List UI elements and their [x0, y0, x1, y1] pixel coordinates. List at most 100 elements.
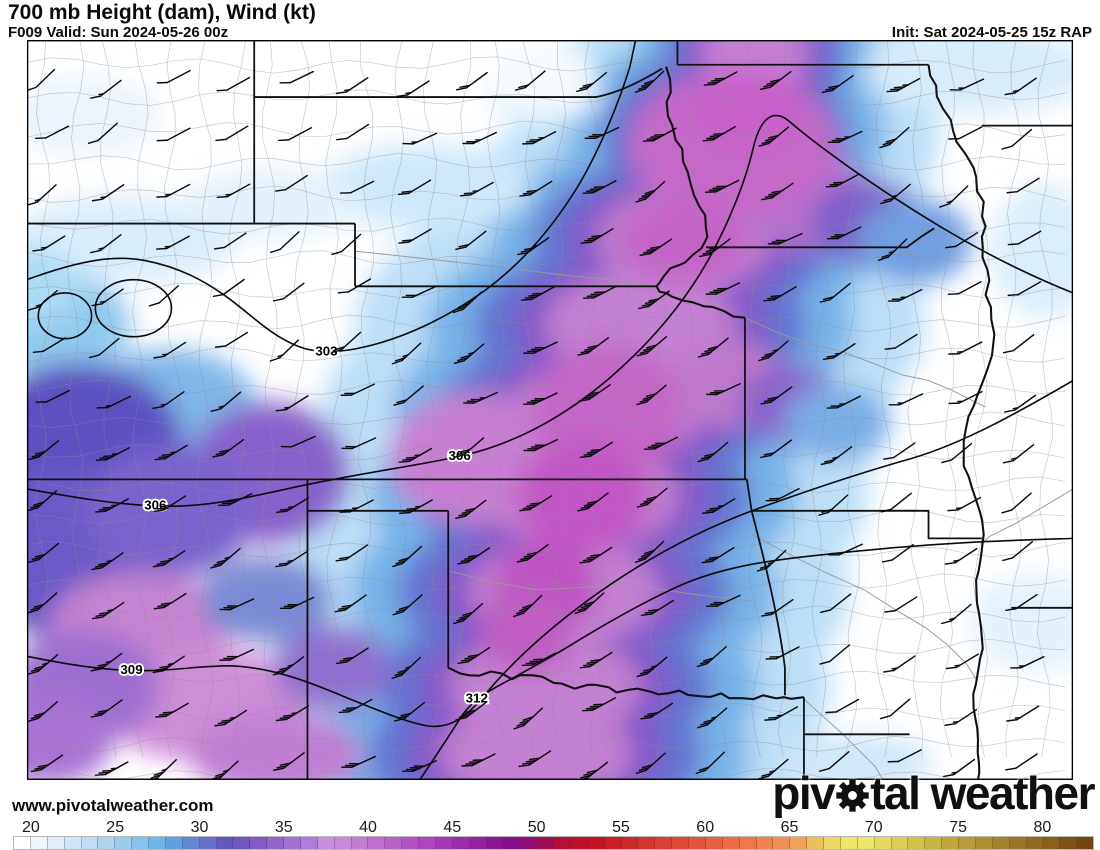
colorbar-tick: 40: [359, 819, 377, 836]
height-contours-layer: [26, 40, 1074, 780]
logo-text-right: tal weather: [870, 767, 1095, 819]
colorbar-segment: [182, 837, 200, 849]
colorbar-segment: [469, 837, 487, 849]
colorbar-segment: [132, 837, 149, 849]
pivotal-weather-logo: piv tal weather: [772, 767, 1095, 819]
colorbar-segment: [199, 837, 217, 849]
page-title: 700 mb Height (dam), Wind (kt): [8, 1, 316, 24]
colorbar-segment: [452, 837, 470, 849]
gear-icon: [836, 778, 869, 812]
colorbar-segment: [621, 837, 639, 849]
colorbar-segment: [30, 837, 48, 849]
colorbar-segment: [64, 837, 82, 849]
colorbar-segment: [857, 837, 875, 849]
colorbar-segment: [874, 837, 892, 849]
colorbar-segment: [385, 837, 403, 849]
colorbar-segment: [824, 837, 841, 849]
colorbar-segment: [98, 837, 116, 849]
colorbar-segment: [638, 837, 656, 849]
colorbar-tick: 65: [780, 819, 799, 836]
colorbar-segment: [672, 837, 689, 849]
colorbar-segment: [722, 837, 740, 849]
colorbar-segment: [790, 837, 808, 849]
colorbar-segment: [317, 837, 335, 849]
contour-label: 312: [466, 691, 488, 706]
colorbar-segment: [891, 837, 909, 849]
colorbar-tick: 50: [527, 819, 546, 836]
colorbar-segment: [908, 837, 926, 849]
colorbar-segment: [300, 837, 318, 849]
watermark: www.pivotalweather.com: [12, 796, 214, 815]
colorbar-segment: [942, 837, 959, 849]
colorbar-gradient: [13, 836, 1094, 850]
colorbar-segment: [334, 837, 352, 849]
colorbar-segment: [975, 837, 993, 849]
state-borders-layer: [26, 40, 1074, 780]
colorbar-segment: [959, 837, 976, 849]
forecast-valid-text: F009 Valid: Sun 2024-05-26 00z: [8, 24, 229, 41]
wind-barbs-layer: [26, 68, 1045, 780]
colorbar-segment: [165, 837, 183, 849]
colorbar-segment: [14, 837, 31, 849]
colorbar-segment: [1043, 837, 1061, 849]
colorbar-segment: [115, 837, 133, 849]
colorbar-segment: [570, 837, 588, 849]
colorbar-segment: [537, 837, 554, 849]
logo-text-left: piv: [772, 767, 835, 819]
colorbar-segment: [216, 837, 234, 849]
colorbar-segment: [250, 837, 268, 849]
colorbar-segment: [351, 837, 369, 849]
colorbar-segment: [587, 837, 605, 849]
colorbar-segment: [520, 837, 538, 849]
colorbar-segment: [739, 837, 757, 849]
colorbar-segment: [233, 837, 251, 849]
colorbar-segment: [1026, 837, 1044, 849]
colorbar-tick: 70: [864, 819, 883, 836]
colorbar-segment: [402, 837, 419, 849]
colorbar-tick: 75: [949, 819, 967, 836]
colorbar-segment: [368, 837, 386, 849]
colorbar-segment: [435, 837, 453, 849]
colorbar-segment: [604, 837, 622, 849]
colorbar-segment: [267, 837, 284, 849]
colorbar-tick: 45: [443, 819, 462, 836]
colorbar-segment: [149, 837, 166, 849]
contour-label: 303: [315, 343, 337, 358]
colorbar-segment: [1060, 837, 1078, 849]
colorbar-tick: 30: [190, 819, 209, 836]
init-text: Init: Sat 2024-05-25 15z RAP: [891, 24, 1092, 41]
colorbar-segment: [1009, 837, 1027, 849]
colorbar-segment: [705, 837, 723, 849]
contour-label: 309: [120, 662, 142, 677]
colorbar-segment: [756, 837, 774, 849]
colorbar-tick: 80: [1033, 819, 1052, 836]
colorbar-segment: [840, 837, 858, 849]
colorbar-segment: [925, 837, 943, 849]
colorbar-segment: [773, 837, 791, 849]
colorbar-segment: [689, 837, 706, 849]
colorbar-tick: 35: [274, 819, 293, 836]
colorbar-segment: [1077, 837, 1093, 849]
rivers-layer: [354, 250, 1074, 780]
colorbar-segment: [486, 837, 504, 849]
colorbar-segment: [284, 837, 301, 849]
colorbar-tick: 60: [696, 819, 715, 836]
colorbar-segment: [419, 837, 436, 849]
colorbar-segment: [992, 837, 1010, 849]
map-header: 700 mb Height (dam), Wind (kt) F009 Vali…: [0, 0, 1100, 41]
colorbar-tick: 55: [611, 819, 630, 836]
wind-speed-colorbar: 20 25 30 35 40 45 50 55 60 65 70 75 80: [0, 818, 1100, 850]
colorbar-segment: [655, 837, 673, 849]
colorbar-segment: [81, 837, 99, 849]
county-lines-layer: [26, 40, 1066, 780]
colorbar-segment: [807, 837, 824, 849]
colorbar-tick: 20: [21, 819, 40, 836]
colorbar-tick: 25: [106, 819, 125, 836]
colorbar-segment: [554, 837, 571, 849]
colorbar-segment: [503, 837, 521, 849]
colorbar-segment: [47, 837, 65, 849]
weather-map: 303 306 306 309 312 www.pivotalweather.com p…: [0, 40, 1100, 818]
